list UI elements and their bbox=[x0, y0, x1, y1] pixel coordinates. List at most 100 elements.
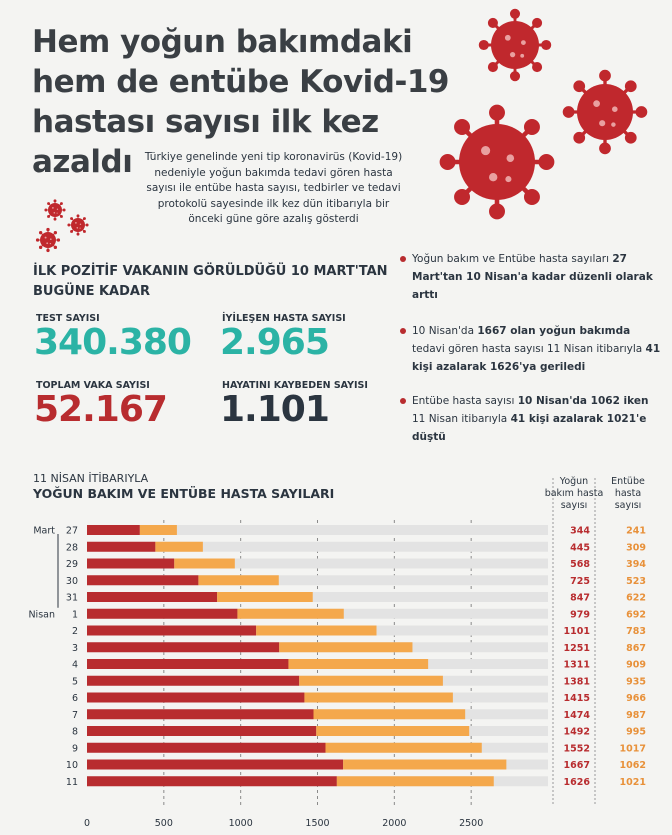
chart-subtitle: 11 NİSAN İTİBARIYLA bbox=[33, 472, 149, 485]
bar-segment bbox=[217, 592, 313, 602]
title-line: Hem yoğun bakımdaki bbox=[32, 24, 413, 60]
bullet-text: 11 Nisan itibarıyla bbox=[412, 413, 511, 425]
value-label: 344 bbox=[570, 526, 590, 537]
bar-segment bbox=[87, 742, 326, 753]
bar-background bbox=[87, 558, 548, 569]
x-tick-label: 500 bbox=[155, 818, 173, 829]
bar-segment bbox=[237, 608, 344, 619]
chart-title: YOĞUN BAKIM VE ENTÜBE HASTA SAYILARI bbox=[32, 486, 334, 501]
y-tick-label: 1 bbox=[72, 609, 78, 620]
x-tick-label: 1500 bbox=[305, 818, 329, 829]
stats-heading-line: İLK POZİTİF VAKANIN GÖRÜLDÜĞÜ 10 MART'TA… bbox=[33, 264, 388, 279]
bar-background bbox=[87, 592, 548, 602]
bar-segment bbox=[256, 625, 377, 636]
bullet-text: 10 Nisan'da bbox=[412, 325, 478, 337]
stat-value: 2.965 bbox=[220, 322, 330, 363]
bar-segment bbox=[316, 726, 470, 736]
bar-segment bbox=[299, 675, 443, 686]
value-label: 995 bbox=[626, 727, 646, 738]
title-line: azaldı bbox=[32, 144, 133, 180]
bar-segment bbox=[279, 642, 413, 653]
bar-segment bbox=[87, 692, 305, 703]
bar-segment bbox=[87, 659, 289, 669]
y-tick-label: 6 bbox=[72, 693, 78, 704]
value-label: 909 bbox=[626, 660, 646, 671]
value-label: 1626 bbox=[564, 777, 591, 788]
y-tick-label: 27 bbox=[66, 526, 78, 537]
stat-label: TEST SAYISI bbox=[36, 313, 100, 324]
intro-line: sayısı ile entübe hasta sayısı, tedbirle… bbox=[146, 182, 401, 194]
bar-segment bbox=[87, 709, 314, 720]
bar-segment bbox=[87, 759, 344, 770]
bullet: 10 Nisan'da 1667 olan yoğun bakımda teda… bbox=[400, 322, 662, 376]
month-label: Mart bbox=[33, 526, 55, 537]
intro-line: önceki güne göre azalış gösterdi bbox=[188, 213, 359, 225]
bar-background bbox=[87, 541, 548, 552]
bar-background bbox=[87, 525, 548, 535]
y-tick-label: 3 bbox=[72, 643, 78, 654]
bar-background bbox=[87, 575, 548, 586]
bar-segment bbox=[87, 575, 199, 586]
bar-segment bbox=[288, 659, 429, 669]
y-tick-label: 2 bbox=[72, 626, 78, 637]
bar-segment bbox=[343, 759, 507, 770]
value-label: 523 bbox=[626, 576, 646, 587]
bullet-text: 27 Mart'tan 10 Nisan'a kadar düzenli ola… bbox=[412, 253, 653, 301]
value-label: 1251 bbox=[564, 643, 590, 654]
y-tick-label: 4 bbox=[72, 660, 78, 671]
y-tick-label: 31 bbox=[66, 593, 78, 604]
y-tick-label: 11 bbox=[66, 777, 78, 788]
bar-segment bbox=[87, 625, 257, 636]
y-tick-label: 9 bbox=[72, 743, 78, 754]
bar-segment bbox=[304, 692, 453, 703]
bar-segment bbox=[87, 558, 175, 569]
column-header: Entübe hasta sayısı bbox=[611, 476, 645, 511]
bullet: Yoğun bakım ve Entübe hasta sayıları 27 … bbox=[400, 250, 662, 304]
stats-heading: İLK POZİTİF VAKANIN GÖRÜLDÜĞÜ 10 MART'TA… bbox=[33, 262, 388, 302]
bar-segment bbox=[87, 726, 317, 736]
bullet-text: 41 kişi azalarak 1626'ya geriledi bbox=[412, 343, 661, 373]
x-tick-label: 0 bbox=[84, 818, 90, 829]
bar-segment bbox=[174, 558, 235, 569]
bar-segment bbox=[87, 642, 280, 653]
value-label: 692 bbox=[626, 609, 646, 620]
bar-segment bbox=[87, 525, 140, 535]
value-label: 987 bbox=[626, 710, 646, 721]
bullet-text: Entübe hasta sayısı bbox=[412, 395, 518, 407]
intro-line: protokolü sayesinde ilk kez dün itibarıy… bbox=[157, 197, 390, 210]
value-label: 568 bbox=[570, 559, 590, 570]
stat-label: HAYATINI KAYBEDEN SAYISI bbox=[222, 380, 368, 391]
value-label: 935 bbox=[626, 676, 646, 687]
bullet-text: tedavi gören hasta sayısı 11 Nisan itiba… bbox=[412, 343, 646, 355]
value-label: 1062 bbox=[620, 760, 646, 771]
value-label: 241 bbox=[626, 526, 646, 537]
bar-segment bbox=[198, 575, 279, 586]
y-tick-label: 28 bbox=[66, 542, 78, 553]
bullet-text: Yoğun bakım ve Entübe hasta sayıları bbox=[412, 253, 613, 265]
value-label: 725 bbox=[570, 576, 590, 587]
value-label: 445 bbox=[570, 542, 590, 553]
value-label: 1492 bbox=[564, 727, 590, 738]
value-label: 1667 bbox=[564, 760, 590, 771]
column-header: Yoğun bakım hasta sayısı bbox=[545, 476, 604, 511]
value-label: 847 bbox=[570, 593, 590, 604]
value-label: 622 bbox=[626, 593, 646, 604]
value-label: 966 bbox=[626, 693, 646, 704]
bar-segment bbox=[139, 525, 177, 535]
x-tick-label: 2000 bbox=[382, 818, 406, 829]
bullet-text: 41 kişi azalarak 1021'e düştü bbox=[412, 413, 647, 443]
value-label: 1311 bbox=[564, 660, 590, 671]
value-label: 1021 bbox=[620, 777, 646, 788]
intro: Türkiye genelinde yeni tip koronavirüs (… bbox=[136, 150, 411, 228]
title-line: hastası sayısı ilk kez bbox=[32, 104, 379, 140]
bullet-text: 10 Nisan'da 1062 iken bbox=[517, 395, 649, 407]
bar-segment bbox=[87, 608, 238, 619]
stat-value: 1.101 bbox=[220, 389, 330, 430]
x-tick-label: 2500 bbox=[459, 818, 483, 829]
bar-segment bbox=[325, 742, 482, 753]
y-tick-label: 5 bbox=[72, 676, 78, 687]
stat-value: 52.167 bbox=[34, 389, 168, 430]
stat-value: 340.380 bbox=[34, 322, 192, 363]
